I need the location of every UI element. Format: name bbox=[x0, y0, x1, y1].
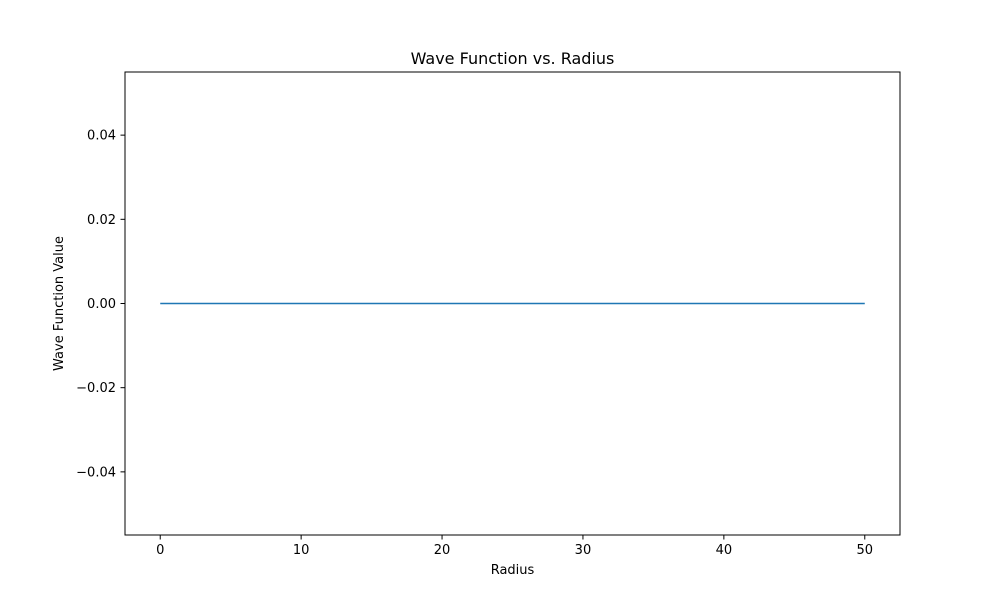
y-tick-label: 0.04 bbox=[87, 129, 116, 144]
y-tick-label: −0.02 bbox=[76, 381, 116, 396]
y-axis-label: Wave Function Value bbox=[52, 236, 67, 371]
x-tick-label: 30 bbox=[575, 543, 592, 558]
y-tick-label: −0.04 bbox=[76, 465, 116, 480]
x-tick-label: 40 bbox=[716, 543, 733, 558]
x-tick-label: 50 bbox=[856, 543, 873, 558]
plot-area bbox=[124, 71, 901, 536]
x-tick-label: 0 bbox=[156, 543, 164, 558]
x-tick-label: 20 bbox=[434, 543, 451, 558]
chart-title: Wave Function vs. Radius bbox=[411, 49, 615, 68]
y-axis-ticks: −0.04 −0.02 0.00 0.02 0.04 bbox=[76, 129, 125, 480]
x-axis-label: Radius bbox=[491, 563, 535, 578]
y-tick-label: 0.00 bbox=[87, 297, 116, 312]
y-tick-label: 0.02 bbox=[87, 213, 116, 228]
x-axis-ticks: 0 10 20 30 40 50 bbox=[156, 535, 873, 558]
x-tick-label: 10 bbox=[293, 543, 310, 558]
